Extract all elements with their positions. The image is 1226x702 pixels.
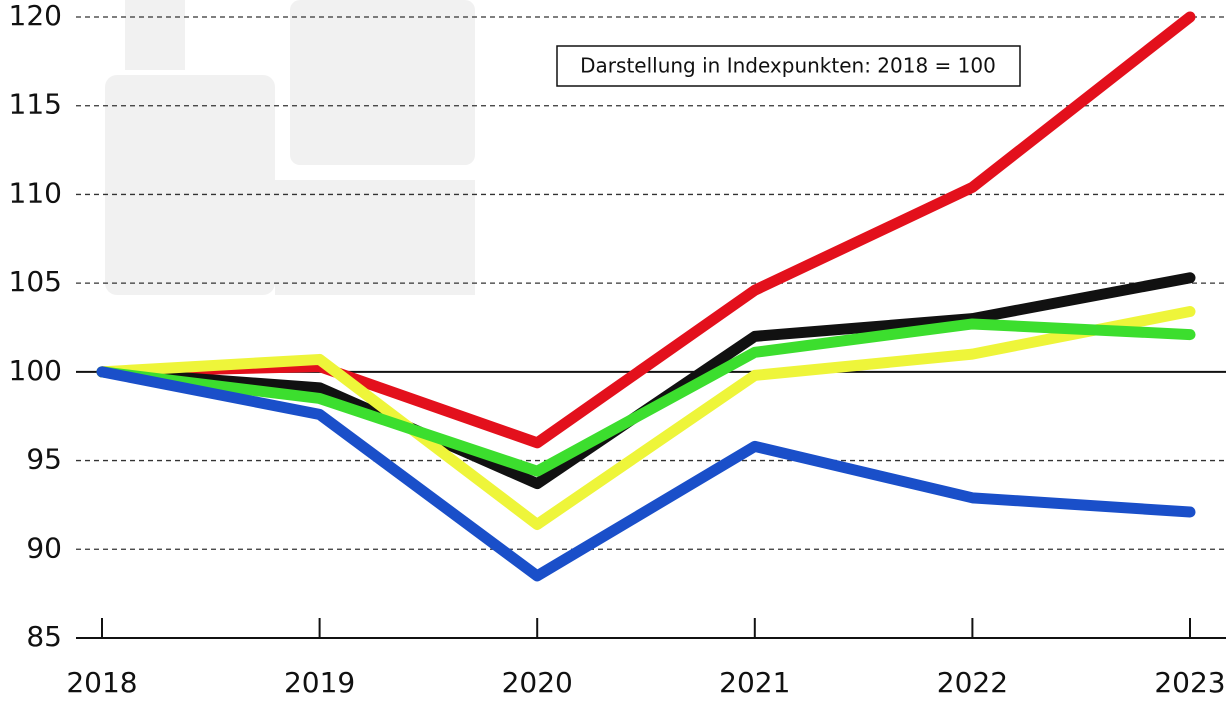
chart: Darstellung in Indexpunkten: 2018 = 100 … [0, 0, 1226, 698]
y-tick-label: 90 [26, 531, 62, 564]
x-tick-label: 2019 [284, 666, 355, 698]
y-tick-label: 95 [26, 443, 62, 476]
y-tick-label: 115 [9, 88, 62, 121]
y-tick-label: 110 [9, 176, 62, 209]
watermark [105, 0, 475, 295]
x-tick-label: 2021 [719, 666, 790, 698]
y-tick-label: 100 [9, 354, 62, 387]
x-tick-label: 2023 [1154, 666, 1225, 698]
y-tick-label: 120 [9, 0, 62, 32]
annotation: Darstellung in Indexpunkten: 2018 = 100 [580, 54, 996, 78]
y-tick-label: 85 [26, 620, 62, 653]
x-tick-label: 2018 [66, 666, 137, 698]
series-line [102, 372, 1190, 576]
x-tick-label: 2020 [502, 666, 573, 698]
x-tick-label: 2022 [937, 666, 1008, 698]
y-tick-label: 105 [9, 265, 62, 298]
